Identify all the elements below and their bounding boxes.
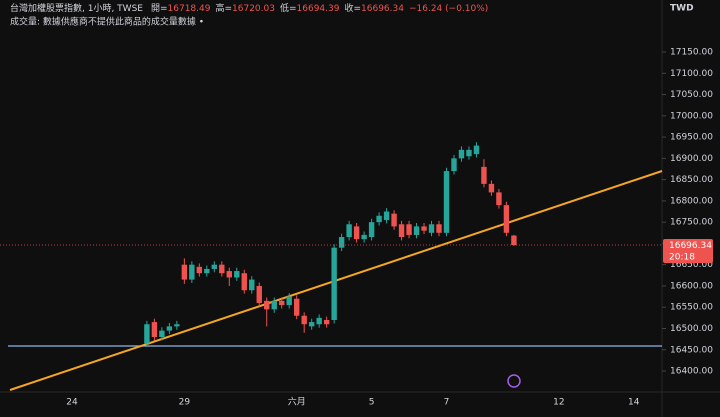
candle-body	[428, 224, 435, 233]
candle-body	[286, 296, 292, 306]
y-tick-label: 16950.00	[670, 133, 713, 143]
candle-body	[234, 271, 240, 278]
x-tick-label: 7	[444, 398, 450, 408]
candle-body	[249, 279, 255, 291]
candle-body	[383, 211, 390, 221]
candle-body	[421, 226, 427, 231]
candle-body	[323, 319, 330, 325]
candle-body	[151, 322, 158, 338]
candle-body	[458, 149, 465, 159]
candle-body	[204, 268, 210, 274]
candle-body	[338, 237, 345, 248]
y-tick-label: 16550.00	[670, 303, 713, 313]
y-tick-label: 16450.00	[670, 345, 713, 355]
open-label: 開=	[151, 3, 168, 14]
y-tick-label: 16400.00	[670, 367, 713, 377]
candle-body	[451, 158, 457, 172]
candle-body	[181, 264, 188, 280]
candle-body	[174, 324, 180, 327]
candle-body	[316, 317, 322, 325]
low-label: 低=	[280, 2, 297, 14]
y-tick-label: 16850.00	[670, 175, 713, 185]
x-tick-label: 29	[179, 398, 191, 408]
y-tick-label: 17050.00	[670, 90, 713, 100]
y-tick-label: 17100.00	[670, 69, 713, 79]
price-tag	[663, 238, 713, 263]
candle-body	[301, 315, 307, 325]
x-tick-label: 12	[553, 398, 564, 408]
candle-body	[496, 192, 502, 206]
high-label: 高=	[215, 2, 232, 14]
header: 台灣加權股票指數, 1小時, TWSE 開=16718.49 高=16720.03 低…	[10, 2, 488, 14]
y-tick-label: 16500.00	[670, 324, 713, 334]
symbol: 台灣加權股票指數, 1小時, TWSE	[10, 2, 143, 14]
candle-body	[241, 273, 247, 291]
x-tick-label: 六月	[288, 396, 306, 408]
volume-note: 成交量: 數據供應商不提供此商品的成交量數據 •	[10, 16, 204, 28]
currency: TWD	[670, 4, 694, 14]
replay-icon[interactable]	[507, 374, 521, 388]
candle-body	[226, 271, 232, 278]
candle-body	[189, 264, 195, 280]
candle-body	[488, 183, 495, 193]
candle-body	[443, 171, 450, 233]
low-value: 16694.39	[297, 4, 340, 14]
candle-body	[353, 226, 360, 240]
y-tick-label: 16750.00	[670, 218, 713, 228]
candle-body	[264, 300, 270, 310]
candle-body	[391, 213, 397, 227]
candle-body	[211, 264, 218, 269]
candle-body	[279, 300, 285, 306]
candle-body	[144, 324, 150, 344]
candle-body	[406, 224, 412, 235]
candle-body	[473, 145, 480, 155]
candle-body	[503, 205, 510, 233]
y-tick-label: 16650.00	[670, 260, 713, 270]
y-tick-label: 17000.00	[670, 111, 713, 121]
x-tick-label: 24	[66, 398, 78, 408]
y-tick-label: 16600.00	[670, 281, 713, 291]
candle-body	[346, 224, 352, 238]
candle-body	[466, 149, 472, 157]
close-value: 16696.34	[361, 4, 404, 14]
price-tag-label: 16696.34	[669, 241, 712, 251]
candle-body	[271, 300, 277, 310]
high-value: 16720.03	[232, 4, 275, 14]
candle-body	[398, 224, 405, 238]
x-tick-label: 14	[628, 398, 640, 408]
candle-body	[361, 234, 367, 240]
candle-body	[368, 222, 375, 238]
candle-body	[294, 298, 300, 316]
countdown: 20:18	[669, 252, 695, 262]
x-tick-label: 5	[369, 398, 375, 408]
candle-body	[196, 266, 203, 274]
candle-body	[481, 166, 487, 184]
candle-body	[331, 247, 337, 320]
candle-body	[256, 285, 262, 303]
close-label: 收=	[344, 2, 361, 14]
candle-body	[413, 226, 420, 235]
candle-body	[436, 224, 442, 233]
y-tick-label: 17150.00	[670, 48, 713, 58]
change: −16.24 (−0.10%)	[409, 4, 488, 14]
y-tick-label: 16800.00	[670, 196, 713, 206]
open-value: 16718.49	[168, 4, 211, 14]
candle-body	[166, 326, 173, 331]
y-tick-label: 16900.00	[670, 154, 713, 164]
candle-body	[159, 330, 165, 338]
candle-body	[308, 322, 315, 327]
candle-body	[376, 215, 382, 223]
candle-body	[219, 264, 225, 274]
candle-body	[511, 235, 517, 245]
